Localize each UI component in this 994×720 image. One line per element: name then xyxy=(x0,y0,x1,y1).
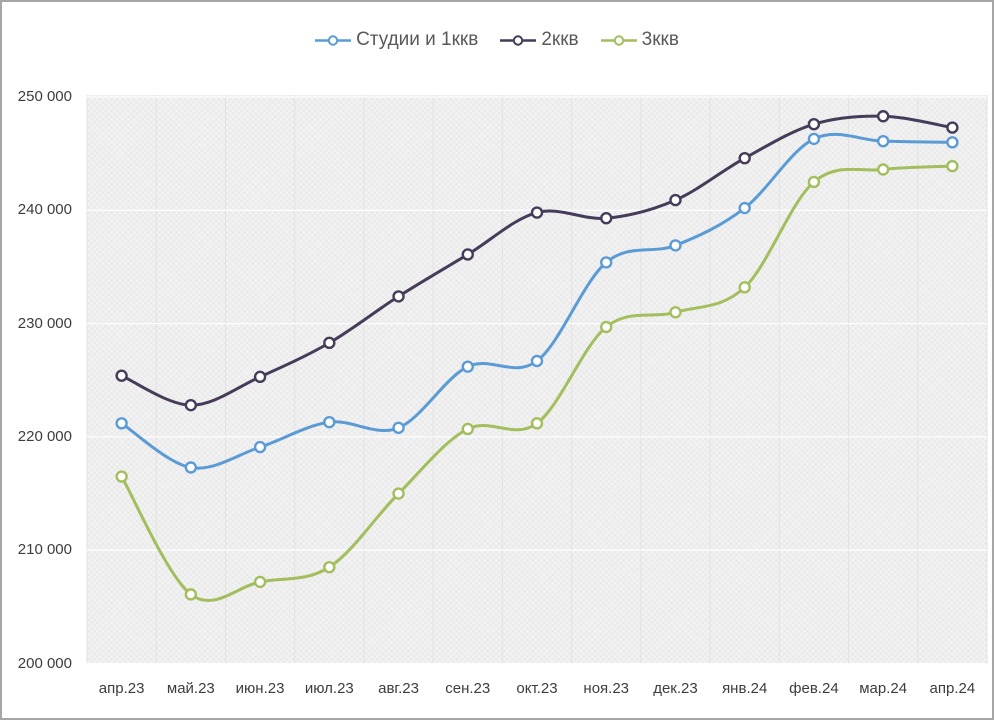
data-point-marker xyxy=(738,201,751,215)
data-point-marker xyxy=(461,248,474,261)
data-point-marker xyxy=(184,588,198,601)
data-point-marker xyxy=(600,212,613,225)
x-axis-tick-label: дек.23 xyxy=(653,680,698,697)
data-point-marker xyxy=(323,415,336,429)
x-axis-tick-label: июн.23 xyxy=(235,680,285,697)
y-axis-tick-label: 210 000 xyxy=(17,541,72,559)
data-point-marker xyxy=(530,354,544,368)
data-point-marker xyxy=(392,421,405,435)
data-point-marker xyxy=(876,163,890,176)
x-axis-tick-label: сен.23 xyxy=(445,680,491,697)
data-point-marker xyxy=(253,440,267,454)
legend-item-1[interactable]: Студии и 1ккв xyxy=(315,27,478,53)
data-point-marker xyxy=(392,290,405,303)
y-axis-tick-label: 200 000 xyxy=(17,654,72,672)
x-axis-tick-label: ноя.23 xyxy=(583,680,630,697)
data-point-marker xyxy=(807,175,821,189)
plot-area-background xyxy=(87,95,987,664)
data-point-marker xyxy=(738,151,751,165)
legend-item-3[interactable]: 3ккв xyxy=(600,27,679,53)
data-point-marker xyxy=(461,422,474,436)
x-axis-tick-label: апр.24 xyxy=(929,680,976,697)
y-axis-tick-label: 220 000 xyxy=(17,427,72,445)
legend-line-marker-icon xyxy=(500,34,537,46)
data-point-marker xyxy=(600,256,613,269)
data-point-marker xyxy=(738,281,751,294)
y-axis-tick-label: 250 000 xyxy=(17,88,72,105)
x-axis-tick-label: окт.23 xyxy=(516,680,558,697)
x-axis-tick-label: апр.23 xyxy=(98,680,145,697)
data-point-marker xyxy=(392,487,405,500)
data-point-marker xyxy=(184,398,198,412)
legend-line-marker-icon xyxy=(315,34,352,46)
x-axis-tick-label: июл.23 xyxy=(304,680,354,697)
data-point-marker xyxy=(115,417,128,430)
chart-legend: Студии и 1ккв 2ккв 3ккв xyxy=(2,27,992,53)
data-point-marker xyxy=(946,121,959,134)
x-axis-tick-label: фев.24 xyxy=(789,680,839,697)
y-axis-tick-label: 230 000 xyxy=(17,314,72,332)
data-point-marker xyxy=(530,417,544,430)
data-point-marker xyxy=(530,206,544,219)
data-point-marker xyxy=(253,575,267,589)
data-point-marker xyxy=(946,136,959,149)
x-axis-tick-label: авг.23 xyxy=(378,680,419,697)
data-point-marker xyxy=(600,320,613,334)
legend-label: 3ккв xyxy=(641,29,679,50)
data-point-marker xyxy=(323,560,336,574)
legend-item-2[interactable]: 2ккв xyxy=(500,27,579,53)
x-axis-tick-label: янв.24 xyxy=(722,680,768,697)
data-point-marker xyxy=(946,159,959,173)
x-axis-tick-label: май.23 xyxy=(166,680,215,697)
y-axis-tick-label: 240 000 xyxy=(17,201,72,219)
data-point-marker xyxy=(669,193,682,207)
data-point-marker xyxy=(807,132,821,146)
legend-label: 2ккв xyxy=(541,29,579,50)
data-point-marker xyxy=(807,117,821,131)
x-axis-tick-label: мар.24 xyxy=(859,680,908,697)
data-point-marker xyxy=(253,370,267,384)
legend-line-marker-icon xyxy=(600,34,637,46)
data-point-marker xyxy=(184,461,198,474)
data-point-marker xyxy=(323,336,336,350)
data-point-marker xyxy=(115,369,128,382)
data-point-marker xyxy=(115,470,128,483)
data-point-marker xyxy=(669,239,682,252)
data-point-marker xyxy=(461,360,474,373)
legend-label: Студии и 1ккв xyxy=(356,29,479,50)
data-point-marker xyxy=(669,306,682,319)
data-point-marker xyxy=(876,110,890,123)
data-point-marker xyxy=(876,134,890,148)
